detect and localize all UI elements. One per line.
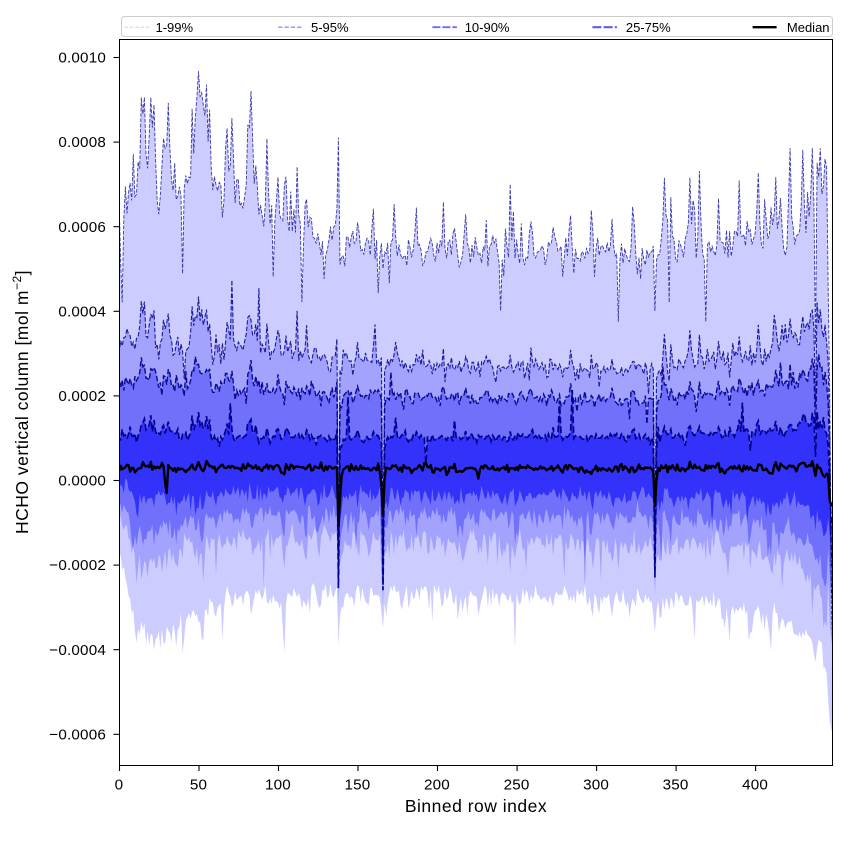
svg-text:0.0008: 0.0008 [58, 134, 106, 151]
svg-text:0.0004: 0.0004 [58, 303, 106, 320]
svg-text:200: 200 [424, 777, 450, 794]
svg-text:HCHO vertical column [mol m−2]: HCHO vertical column [mol m−2] [10, 270, 32, 534]
svg-text:5-95%: 5-95% [311, 20, 349, 35]
svg-text:50: 50 [190, 777, 207, 794]
svg-text:300: 300 [583, 777, 609, 794]
svg-text:10-90%: 10-90% [465, 20, 510, 35]
svg-text:25-75%: 25-75% [626, 20, 671, 35]
svg-text:Median: Median [787, 20, 830, 35]
svg-text:150: 150 [345, 777, 371, 794]
svg-text:250: 250 [504, 777, 530, 794]
svg-text:0.0002: 0.0002 [58, 388, 106, 405]
svg-text:400: 400 [742, 777, 768, 794]
svg-text:1-99%: 1-99% [156, 20, 194, 35]
svg-text:−0.0006: −0.0006 [49, 726, 106, 743]
svg-text:0.0006: 0.0006 [58, 219, 106, 236]
svg-text:−0.0002: −0.0002 [49, 557, 106, 574]
svg-text:100: 100 [265, 777, 291, 794]
svg-text:−0.0004: −0.0004 [49, 642, 106, 659]
svg-text:350: 350 [663, 777, 689, 794]
svg-text:Binned row index: Binned row index [405, 796, 547, 816]
svg-text:0: 0 [115, 777, 124, 794]
svg-text:0.0010: 0.0010 [58, 50, 106, 67]
svg-text:0.0000: 0.0000 [58, 473, 106, 490]
